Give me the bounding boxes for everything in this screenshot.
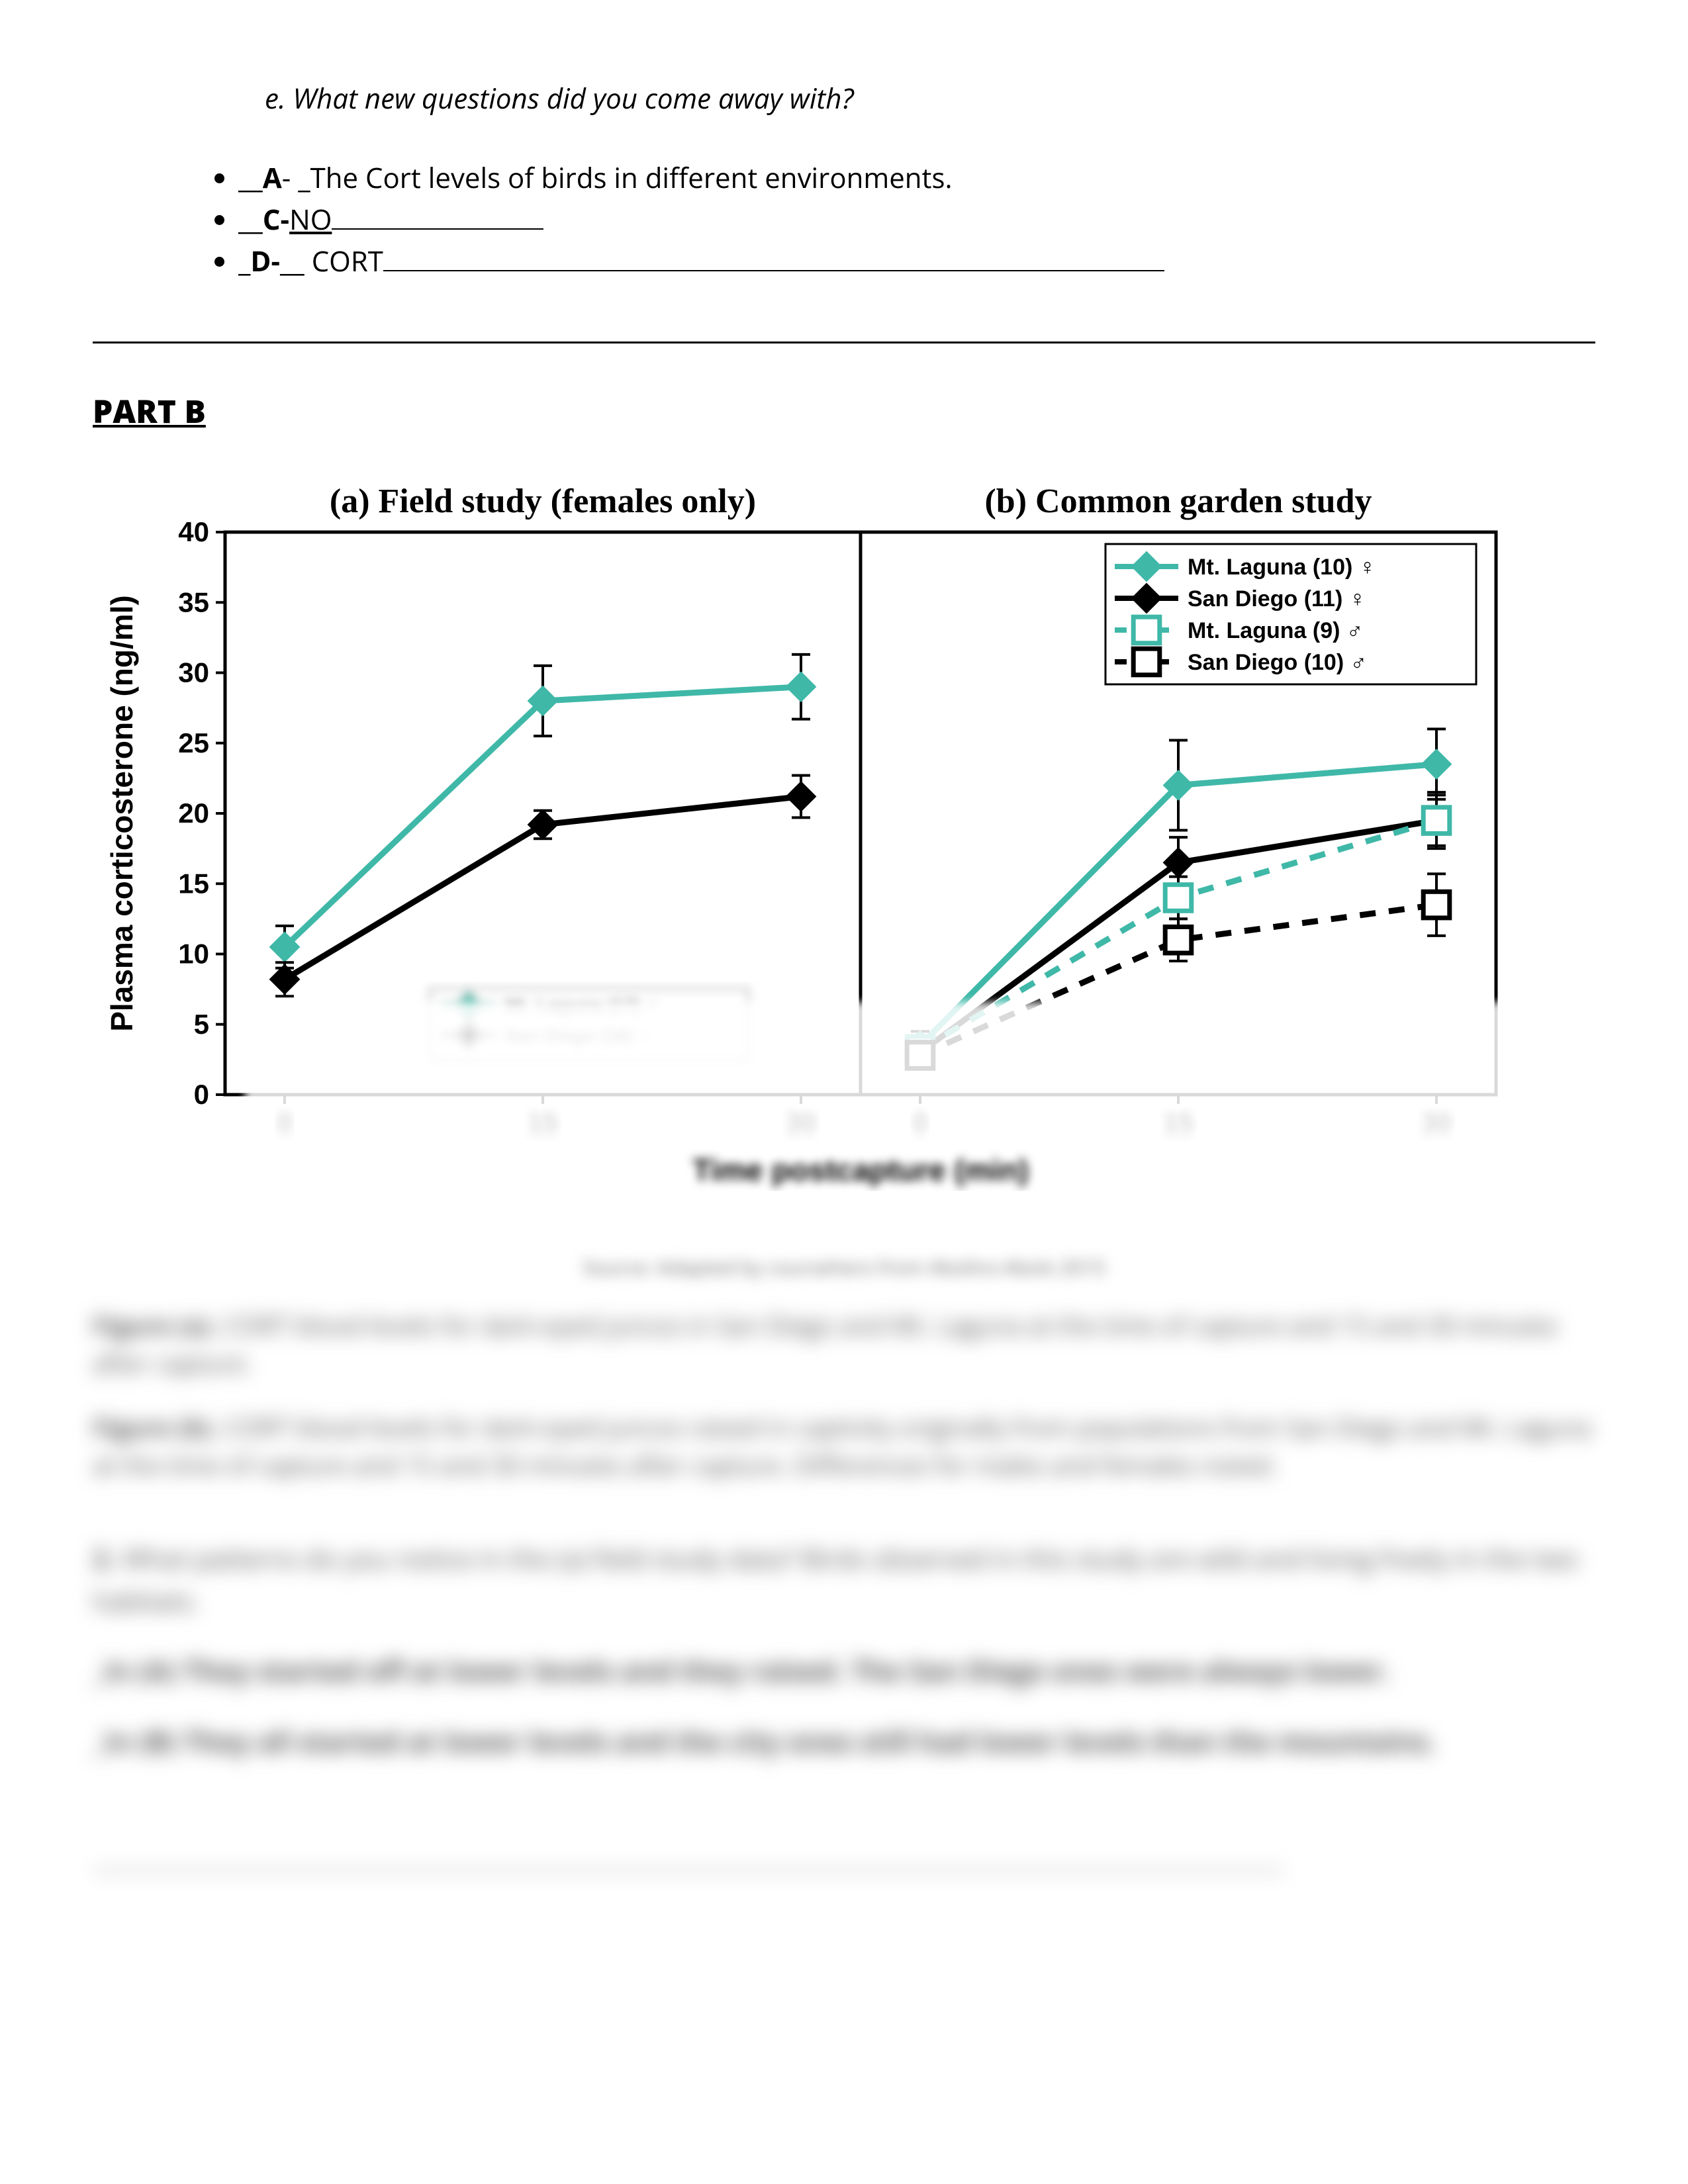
question-2-text: What patterns do you notice in the (a) f… [93, 1540, 1579, 1619]
figure-a-description: Figure (a). CORT blood levels for dark-e… [93, 1307, 1595, 1383]
svg-text:San Diego (11) ♀: San Diego (11) ♀ [1188, 586, 1366, 612]
bullet-a-prefix: __ [238, 159, 263, 197]
bullet-d-text: CORT [305, 242, 383, 280]
bullet-a-text: - _The Cort levels of birds in different… [282, 159, 953, 197]
answer-a: _in (A) They started off at lower levels… [93, 1649, 1595, 1693]
bullet-c-text: NO [289, 201, 332, 238]
bullet-a-label: A [263, 159, 282, 197]
svg-text:20: 20 [178, 797, 209, 829]
question-2: 2. What patterns do you notice in the (a… [93, 1537, 1595, 1622]
figure-b-bold: Figure (b). [93, 1410, 218, 1445]
svg-text:10: 10 [178, 938, 209, 970]
bullet-d-line [383, 270, 1164, 271]
answer-b: _In (B) They all started at lower levels… [93, 1719, 1595, 1764]
chart-container: Plasma corticosterone (ng/ml) 0 5 10 15 20 25 3… [93, 453, 1595, 1247]
bullet-c-line [332, 228, 543, 230]
bullet-c-prefix: __ [238, 201, 263, 238]
svg-text:(b) Common garden study: (b) Common garden study [984, 482, 1372, 520]
svg-text:30: 30 [178, 657, 209, 688]
svg-text:40: 40 [178, 516, 209, 547]
svg-text:Time postcapture (min): Time postcapture (min) [692, 1153, 1029, 1187]
bullet-c: __C-NO [238, 199, 1595, 240]
bottom-rule [93, 1870, 1284, 1872]
part-b-heading: PART B [93, 390, 1595, 433]
svg-text:35: 35 [178, 586, 209, 617]
question-2-bold: 2. [93, 1540, 115, 1576]
svg-text:25: 25 [178, 727, 209, 758]
bullet-d: _D-__ CORT [238, 240, 1595, 282]
figure-a-text: CORT blood levels for dark-eyed juncos i… [93, 1308, 1558, 1381]
bullet-d-label: D- [250, 242, 280, 280]
svg-text:(a) Field study (females only): (a) Field study (females only) [330, 482, 756, 520]
figure-a-bold: Figure (a). [93, 1308, 217, 1343]
svg-text:San Diego (10) ♂: San Diego (10) ♂ [1188, 650, 1367, 675]
question-e: e. What new questions did you come away … [265, 79, 1595, 117]
svg-text:Mt. Laguna (9) ♂: Mt. Laguna (9) ♂ [1188, 618, 1363, 643]
svg-text:5: 5 [194, 1009, 209, 1040]
figure-b-description: Figure (b). CORT blood levels for dark-e… [93, 1409, 1595, 1484]
figure-b-text: CORT blood levels for dark-eyed juncos r… [93, 1410, 1591, 1482]
answer-bullets: __A- _The Cort levels of birds in differ… [212, 157, 1595, 282]
bullet-c-label: C- [263, 201, 289, 238]
svg-text:Plasma corticosterone (ng/ml): Plasma corticosterone (ng/ml) [105, 595, 139, 1032]
section-divider [93, 341, 1595, 343]
bullet-d-prefix: _ [238, 242, 250, 280]
svg-text:0: 0 [194, 1079, 209, 1110]
chart-blur-overlay [245, 1002, 1556, 1141]
bullet-a: __A- _The Cort levels of birds in differ… [238, 157, 1595, 199]
bullet-d-suffix: __ [280, 242, 305, 280]
source-caption: Source: Adapted by coursehero from Aboli… [93, 1253, 1595, 1281]
svg-text:Mt. Laguna (10) ♀: Mt. Laguna (10) ♀ [1188, 555, 1376, 580]
svg-text:15: 15 [178, 868, 209, 899]
